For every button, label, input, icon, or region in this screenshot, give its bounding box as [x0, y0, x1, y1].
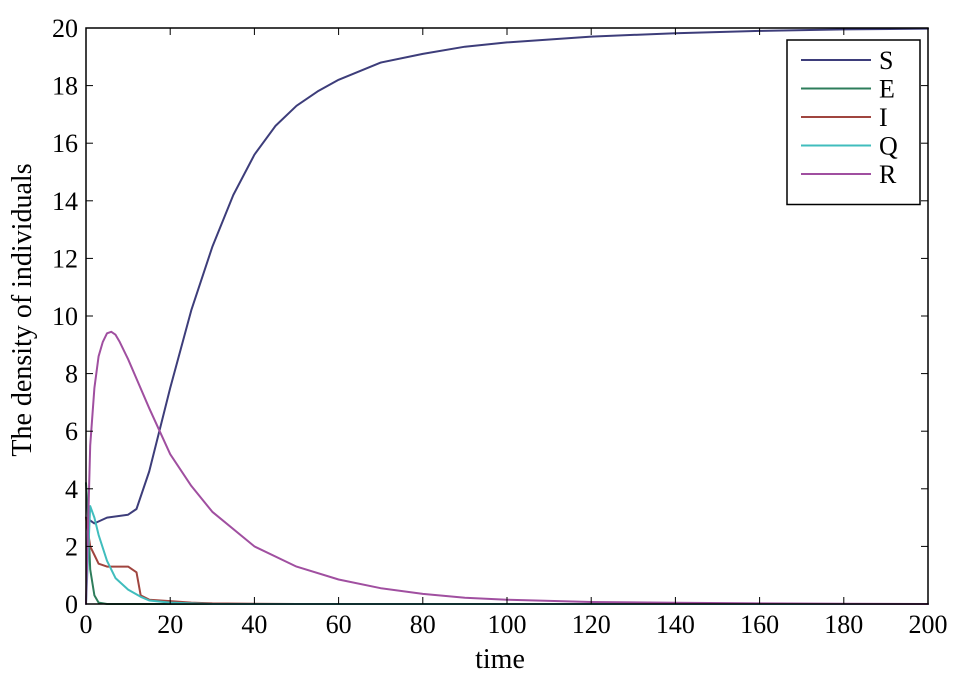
- series-line-r: [85, 330, 929, 605]
- y-tick-label: 18: [52, 72, 78, 101]
- y-tick-label: 0: [65, 590, 78, 619]
- y-tick-label: 20: [52, 14, 78, 43]
- y-tick-label: 14: [52, 187, 78, 216]
- y-tick-label: 2: [65, 532, 78, 561]
- legend-label-e: E: [879, 75, 895, 104]
- series-line-s: [85, 27, 929, 525]
- x-tick-label: 0: [80, 610, 93, 639]
- axes-layer: 0 20 40 60 80 100 120 140 160 180 200 0 2 4 6 8 10 12 14 16…: [52, 14, 948, 639]
- y-tick-label: 12: [52, 244, 78, 273]
- y-axis-label: The density of individuals: [7, 163, 38, 456]
- legend-label-i: I: [879, 103, 888, 132]
- legend-label-r: R: [879, 160, 897, 189]
- y-tick-label: 10: [52, 302, 78, 331]
- x-tick-label: 40: [241, 610, 267, 639]
- y-tick-label: 8: [65, 360, 78, 389]
- y-tick-label: 4: [65, 475, 78, 504]
- x-axis-label: time: [475, 644, 525, 675]
- x-tick-label: 200: [909, 610, 948, 639]
- x-tick-label: 20: [157, 610, 183, 639]
- x-tick-label: 100: [488, 610, 527, 639]
- legend-label-s: S: [879, 46, 893, 75]
- x-tick-label: 80: [410, 610, 436, 639]
- x-tick-label: 120: [572, 610, 611, 639]
- x-tick-label: 60: [326, 610, 352, 639]
- legend-box: [786, 39, 921, 206]
- legend-label-q: Q: [879, 132, 898, 161]
- y-tick-label: 6: [65, 417, 78, 446]
- x-tick-label: 140: [656, 610, 695, 639]
- x-tick-label: 160: [740, 610, 779, 639]
- x-tick-label: 180: [824, 610, 863, 639]
- y-tick-label: 16: [52, 129, 78, 158]
